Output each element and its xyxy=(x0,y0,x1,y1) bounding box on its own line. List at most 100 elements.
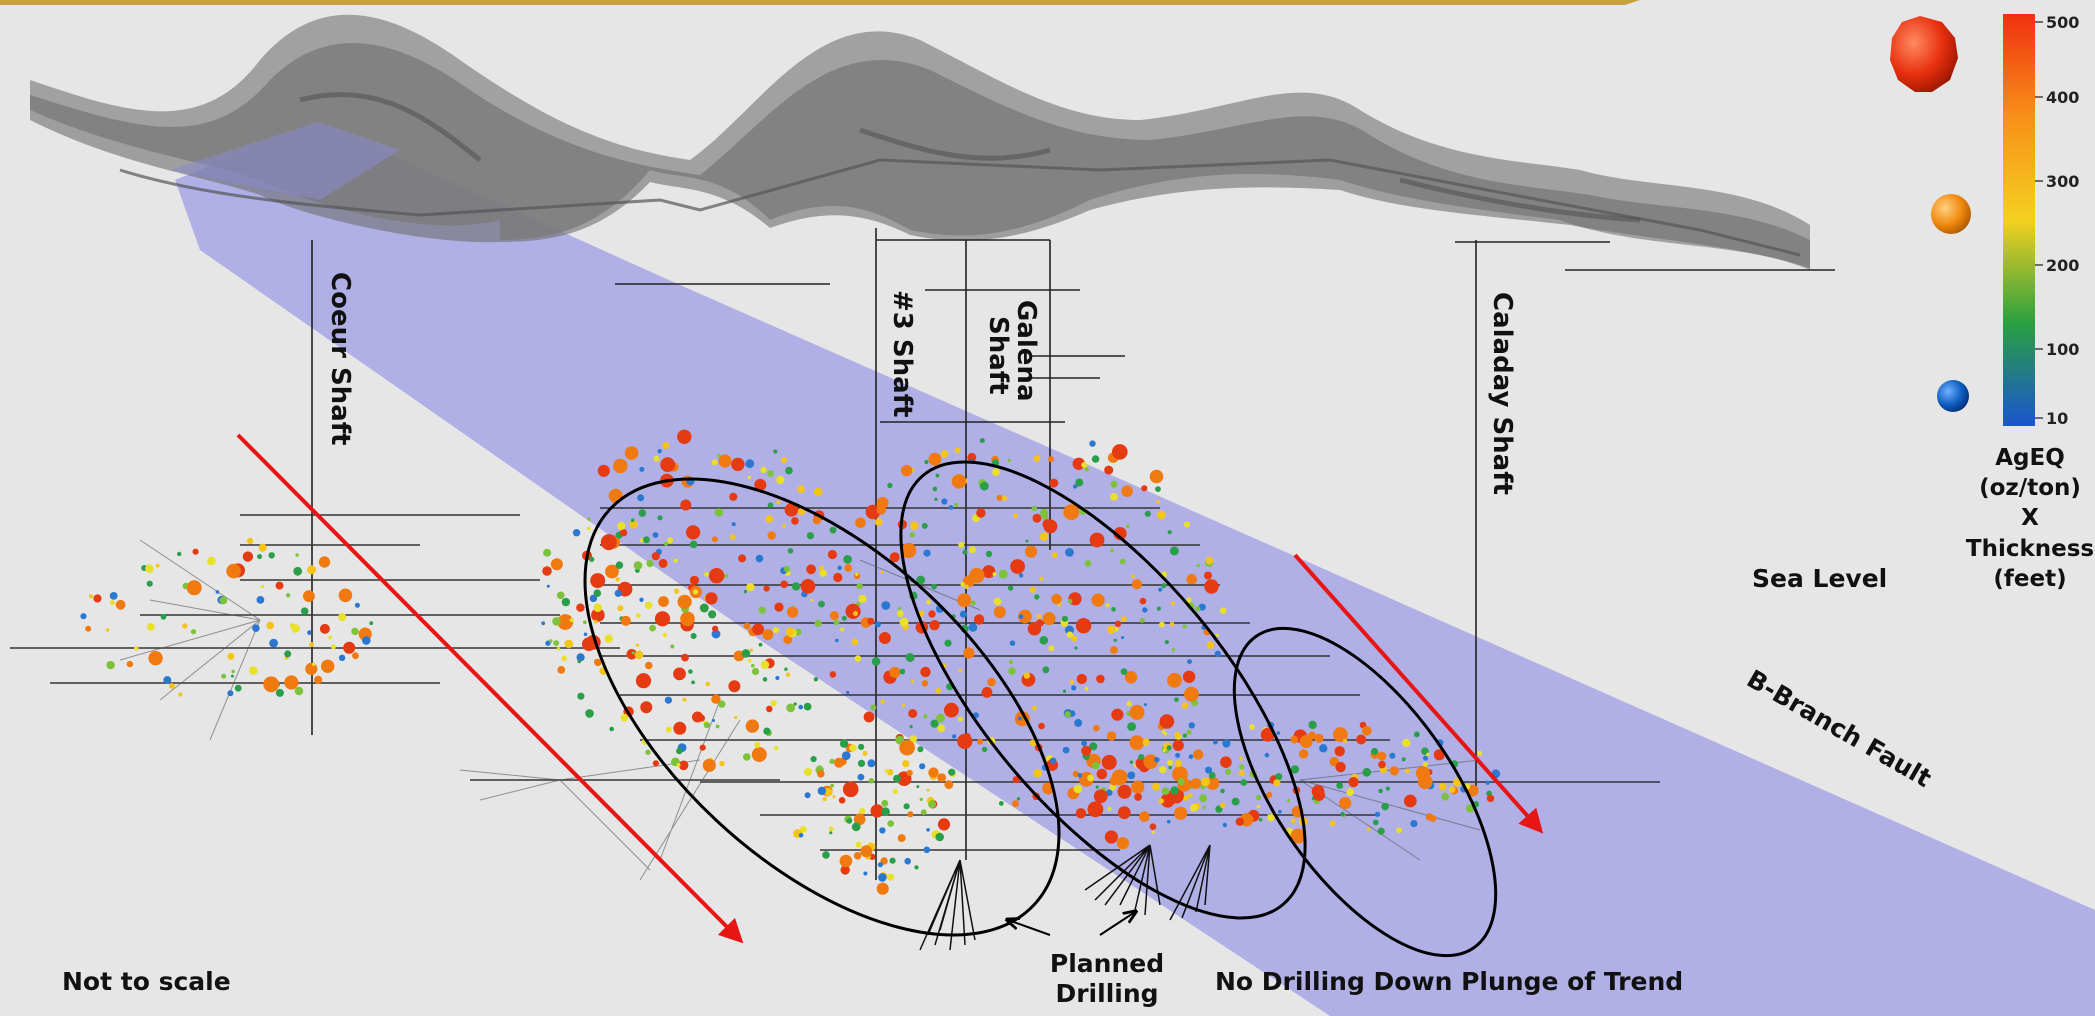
assay-point xyxy=(1374,811,1380,817)
assay-point xyxy=(928,767,939,778)
assay-point xyxy=(1124,671,1138,684)
assay-point xyxy=(1156,606,1161,611)
assay-point xyxy=(858,743,865,751)
assay-point xyxy=(1089,742,1098,751)
galena-shaft-label-2: Shaft xyxy=(983,316,1013,395)
assay-point xyxy=(1336,782,1344,789)
scale-tick-400: 400 xyxy=(2046,88,2079,107)
assay-point xyxy=(987,677,996,687)
assay-point xyxy=(640,701,653,714)
assay-point xyxy=(746,582,755,592)
assay-point xyxy=(1143,703,1147,707)
assay-point xyxy=(928,452,942,466)
planned-drilling-label-1: Planned xyxy=(1050,949,1164,978)
assay-point xyxy=(1205,766,1213,774)
assay-point xyxy=(784,503,799,517)
not-to-scale-label: Not to scale xyxy=(62,967,231,996)
assay-point xyxy=(849,744,857,752)
assay-point xyxy=(673,721,687,735)
assay-point xyxy=(284,650,292,658)
assay-point xyxy=(1175,752,1181,758)
assay-point xyxy=(1008,667,1016,675)
assay-point xyxy=(338,588,353,603)
assay-point xyxy=(351,627,359,636)
assay-point xyxy=(1256,805,1261,809)
assay-point xyxy=(1107,807,1112,811)
assay-point xyxy=(853,813,866,826)
assay-point xyxy=(1188,722,1196,729)
assay-point xyxy=(1039,532,1049,541)
assay-point xyxy=(930,719,939,728)
assay-point xyxy=(163,676,172,685)
assay-point xyxy=(724,573,729,578)
assay-point xyxy=(923,714,928,719)
assay-point xyxy=(869,853,876,861)
assay-point xyxy=(858,594,867,603)
assay-point xyxy=(631,651,635,655)
scale-tick-300: 300 xyxy=(2046,172,2079,191)
assay-point xyxy=(1222,822,1228,828)
assay-point xyxy=(300,607,309,615)
assay-point xyxy=(783,635,793,645)
assay-point xyxy=(1084,686,1089,691)
assay-point xyxy=(786,703,796,713)
assay-point xyxy=(1183,521,1191,528)
assay-point xyxy=(1174,731,1181,739)
assay-point xyxy=(307,630,312,635)
assay-point xyxy=(774,602,784,612)
assay-point xyxy=(263,676,280,693)
assay-point xyxy=(884,768,889,774)
assay-point xyxy=(699,603,709,613)
assay-point xyxy=(1199,794,1208,803)
assay-point xyxy=(594,658,602,667)
assay-point xyxy=(1081,745,1092,756)
assay-point xyxy=(1016,797,1021,801)
assay-point xyxy=(1225,768,1232,775)
assay-point xyxy=(192,548,199,555)
assay-point xyxy=(1075,808,1087,819)
assay-point xyxy=(1104,465,1114,475)
assay-point xyxy=(673,558,678,563)
assay-point xyxy=(293,566,303,576)
assay-point xyxy=(657,515,663,521)
assay-point xyxy=(1187,659,1192,664)
assay-point xyxy=(242,551,254,562)
assay-point xyxy=(889,552,900,563)
assay-point xyxy=(338,613,347,622)
assay-point xyxy=(833,572,843,583)
assay-point xyxy=(620,615,631,626)
assay-point xyxy=(226,563,241,579)
assay-point xyxy=(705,681,710,687)
assay-point xyxy=(561,655,567,662)
assay-point xyxy=(840,865,850,875)
assay-point xyxy=(1299,735,1313,748)
color-scale-ticks: 500 400 300 200 100 10 xyxy=(2035,13,2079,428)
assay-point xyxy=(543,548,552,557)
assay-point xyxy=(589,556,595,562)
assay-point xyxy=(763,585,770,592)
assay-point xyxy=(880,699,885,704)
assay-point xyxy=(109,592,118,600)
assay-point xyxy=(676,763,681,767)
assay-point xyxy=(1143,754,1158,769)
assay-point xyxy=(838,797,846,804)
assay-point xyxy=(958,541,965,548)
assay-point xyxy=(1131,574,1135,578)
assay-point xyxy=(268,552,275,559)
assay-point xyxy=(1319,744,1328,753)
assay-point xyxy=(1255,794,1262,801)
assay-point xyxy=(1182,670,1196,683)
assay-point xyxy=(921,680,929,687)
assay-point xyxy=(767,470,774,477)
assay-point xyxy=(711,536,718,543)
assay-point xyxy=(829,831,833,835)
assay-point xyxy=(954,502,959,507)
assay-point xyxy=(944,780,954,790)
assay-point xyxy=(1042,612,1056,626)
assay-point xyxy=(1111,708,1124,721)
assay-point xyxy=(871,657,881,666)
assay-point xyxy=(822,851,830,859)
assay-point xyxy=(1084,467,1090,472)
assay-point xyxy=(1206,641,1215,649)
assay-point xyxy=(1169,621,1175,627)
